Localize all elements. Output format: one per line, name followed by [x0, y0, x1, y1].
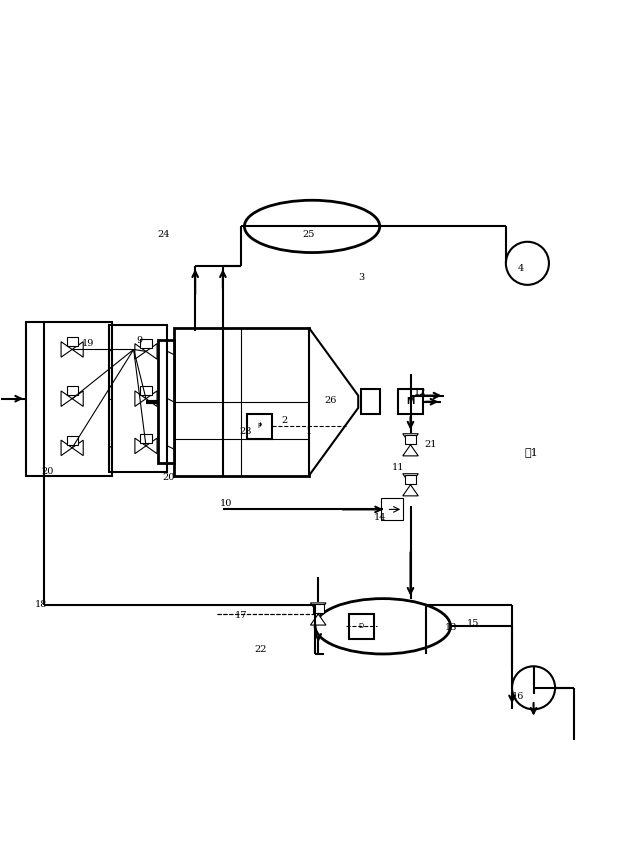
Bar: [174, 328, 309, 476]
Polygon shape: [135, 439, 146, 453]
Polygon shape: [310, 614, 326, 625]
Polygon shape: [61, 342, 72, 357]
Text: 9: 9: [137, 336, 143, 344]
Text: 3: 3: [358, 272, 365, 282]
Polygon shape: [403, 484, 418, 496]
Bar: [247, 414, 272, 439]
Text: P: P: [258, 423, 262, 429]
Bar: [140, 433, 151, 443]
Text: 17: 17: [235, 612, 248, 620]
Bar: [140, 339, 151, 348]
Text: 20: 20: [41, 466, 54, 476]
Bar: [109, 325, 167, 472]
Text: 12: 12: [413, 388, 426, 397]
Text: 23: 23: [240, 426, 252, 436]
Bar: [313, 604, 324, 613]
Polygon shape: [146, 439, 157, 453]
Bar: [381, 498, 403, 521]
Polygon shape: [72, 342, 83, 357]
Bar: [26, 322, 112, 476]
Text: 1: 1: [306, 426, 312, 436]
Text: M: M: [407, 397, 415, 407]
Polygon shape: [403, 474, 418, 484]
Ellipse shape: [315, 599, 451, 654]
Bar: [67, 337, 78, 346]
Polygon shape: [72, 391, 83, 407]
Bar: [158, 340, 174, 464]
Polygon shape: [310, 603, 326, 614]
Text: 4: 4: [518, 264, 525, 272]
Circle shape: [512, 666, 555, 709]
Ellipse shape: [244, 201, 379, 253]
Polygon shape: [61, 391, 72, 407]
Polygon shape: [61, 440, 72, 456]
Text: 2: 2: [281, 415, 287, 425]
Bar: [362, 389, 379, 414]
Text: 10: 10: [220, 498, 232, 508]
Text: 24: 24: [157, 230, 169, 239]
Polygon shape: [146, 391, 157, 407]
Bar: [140, 387, 151, 395]
Circle shape: [506, 242, 549, 285]
Text: 14: 14: [374, 513, 386, 522]
Text: 13: 13: [444, 624, 457, 632]
Text: 图1: 图1: [524, 447, 538, 457]
Bar: [67, 387, 78, 395]
Text: 26: 26: [324, 396, 337, 405]
Bar: [405, 475, 416, 484]
Polygon shape: [403, 433, 418, 445]
Polygon shape: [72, 440, 83, 456]
Text: 20: 20: [163, 472, 175, 482]
Text: 11: 11: [392, 464, 405, 472]
Bar: [67, 436, 78, 445]
Bar: [405, 435, 416, 444]
Text: 19: 19: [82, 339, 94, 349]
Bar: [398, 389, 423, 414]
Text: 18: 18: [35, 600, 48, 609]
Bar: [349, 614, 374, 638]
Polygon shape: [403, 445, 418, 456]
Polygon shape: [135, 391, 146, 407]
Text: 21: 21: [425, 440, 437, 449]
Polygon shape: [309, 328, 358, 476]
Text: 22: 22: [255, 645, 268, 654]
Polygon shape: [135, 343, 146, 359]
Text: 25: 25: [303, 230, 315, 239]
Text: 15: 15: [467, 618, 480, 627]
Polygon shape: [146, 343, 157, 359]
Text: D: D: [358, 624, 364, 630]
Text: 16: 16: [512, 692, 525, 702]
